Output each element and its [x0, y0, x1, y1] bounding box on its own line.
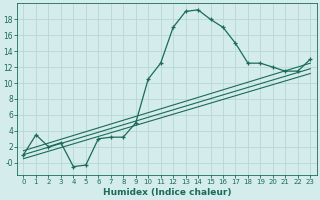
X-axis label: Humidex (Indice chaleur): Humidex (Indice chaleur) — [103, 188, 231, 197]
